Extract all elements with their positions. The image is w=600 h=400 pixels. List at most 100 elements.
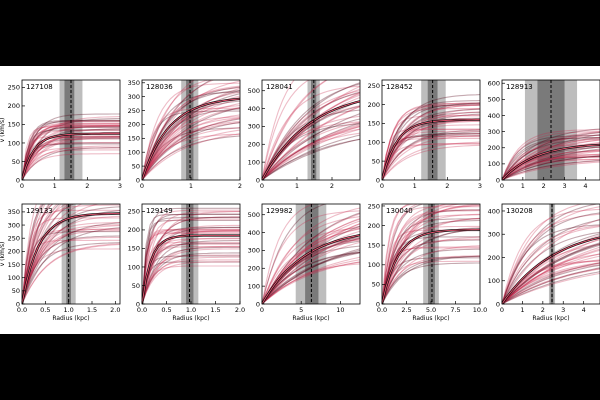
sample-curve (382, 104, 480, 180)
sample-curve (382, 209, 480, 304)
median-curve (22, 133, 120, 180)
sample-curve (382, 142, 480, 180)
sample-curve (22, 146, 120, 180)
x-tick-label: 0.5 (40, 306, 50, 314)
sample-curve (382, 210, 480, 304)
sample-curve (262, 90, 360, 180)
y-tick-label: 150 (368, 120, 380, 128)
sample-curve (22, 204, 42, 304)
sample-curve (502, 238, 600, 304)
sample-curve (262, 80, 295, 180)
sample-curve (382, 128, 480, 180)
panel-128452: 128452 0 1 2 3 0 50 100 150 200 250 (368, 79, 482, 190)
sample-curve (382, 204, 426, 304)
y-tick-label: 200 (248, 141, 260, 149)
y-tick-label: 100 (128, 263, 140, 271)
sample-curve (502, 206, 600, 304)
sample-curve (502, 259, 600, 304)
sample-curve (502, 244, 600, 304)
y-tick-label: 0 (16, 300, 20, 308)
galaxy-label: 128036 (146, 83, 173, 91)
sample-curve (262, 239, 360, 304)
sample-curve (22, 221, 120, 304)
x-tick-label: 2 (85, 182, 89, 190)
sample-curve (142, 230, 240, 304)
sample-curve (502, 260, 600, 304)
y-tick-label: 400 (488, 207, 500, 215)
sample-curve (142, 246, 240, 304)
panel-plot-area (262, 80, 360, 180)
sample-curve (382, 132, 480, 180)
x-tick-label: 1 (53, 182, 57, 190)
panel-frame (501, 79, 600, 181)
galaxy-label: 128913 (506, 83, 533, 91)
sample-curve (22, 235, 120, 304)
galaxy-label: 128041 (266, 83, 293, 91)
sample-curve (142, 80, 196, 180)
sample-curve (502, 242, 600, 304)
sample-curve (502, 204, 600, 304)
sample-curve (382, 209, 480, 304)
sample-curve (502, 131, 600, 180)
sample-curve (142, 91, 240, 180)
sample-curve (142, 135, 240, 180)
sample-curve (262, 249, 360, 304)
panel-frame (261, 203, 361, 305)
x-tick-label: 10.0 (473, 306, 487, 314)
sample-curve (502, 224, 600, 304)
y-tick-label: 0 (136, 176, 140, 184)
sample-curve (142, 232, 240, 304)
sample-curve (262, 105, 360, 180)
sample-curve (142, 246, 240, 304)
sample-curve (382, 260, 480, 304)
y-tick-label: 0 (376, 176, 380, 184)
y-tick-label: 50 (132, 162, 140, 170)
sample-curve (142, 116, 240, 180)
sample-curve (22, 204, 62, 304)
y-tick-label: 200 (248, 265, 260, 273)
y-tick-label: 50 (12, 158, 20, 166)
sample-curve (382, 130, 480, 180)
x-tick-label: 2 (330, 182, 334, 190)
panel-128913: 128913 0 1 2 3 4 0 100 200 300 400 500 600 (488, 80, 600, 190)
sample-curve (502, 137, 600, 180)
sample-curve (142, 245, 240, 304)
sample-curve (502, 131, 600, 180)
sample-curve (382, 255, 480, 304)
sample-curve (142, 90, 240, 180)
sample-curve (382, 217, 480, 304)
sample-curve (142, 237, 240, 304)
galaxy-label: 129982 (266, 207, 293, 215)
sample-curve (22, 227, 120, 304)
y-tick-label: 300 (8, 221, 20, 229)
y-tick-label: 150 (8, 261, 20, 269)
sample-curve (502, 248, 600, 304)
panel-129133: 129133 0.0 0.5 1.0 1.5 2.0 0 50 100 150 200 250 300 3… (0, 203, 121, 322)
sample-curve (502, 272, 600, 304)
x-tick-label: 0 (260, 306, 264, 314)
x-tick-label: 1 (189, 182, 193, 190)
y-tick-label: 250 (128, 107, 140, 115)
sample-curve (142, 248, 240, 304)
sample-curve (142, 261, 240, 304)
y-tick-label: 200 (8, 248, 20, 256)
sample-curve (502, 271, 600, 304)
median-curve (502, 237, 600, 304)
sample-curve (502, 153, 600, 180)
sample-curve (502, 212, 600, 304)
sample-curve (382, 255, 480, 304)
sample-curve (382, 143, 480, 180)
sample-curve (142, 216, 240, 304)
y-tick-label: 100 (368, 261, 380, 269)
sample-curve (502, 249, 600, 304)
sample-curve (382, 108, 480, 180)
x-axis-label: Radius (kpc) (412, 315, 449, 322)
sample-curve (502, 264, 600, 304)
panel-frame (261, 79, 361, 181)
sample-curve (502, 253, 600, 304)
sample-curve (262, 92, 360, 180)
sample-curve (382, 218, 480, 304)
sample-curve (382, 247, 480, 304)
sample-curve (382, 133, 480, 180)
sample-curve (382, 238, 480, 304)
